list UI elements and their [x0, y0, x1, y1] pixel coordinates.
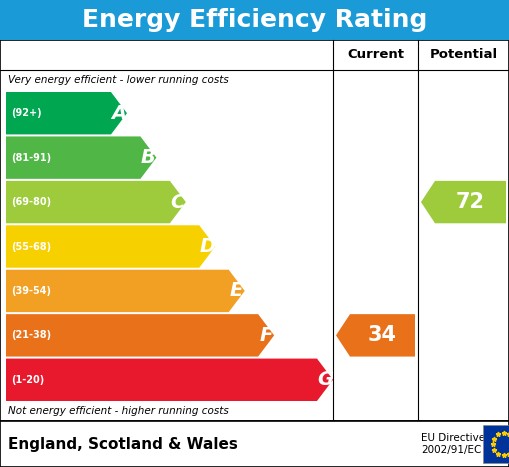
Text: 72: 72 [456, 192, 485, 212]
Polygon shape [6, 359, 333, 401]
Text: E: E [230, 282, 243, 300]
Bar [0, 40, 509, 421]
Text: (69-80): (69-80) [11, 197, 51, 207]
Text: F: F [260, 326, 273, 345]
Text: Very energy efficient - lower running costs: Very energy efficient - lower running co… [8, 75, 229, 85]
Text: C: C [171, 192, 185, 212]
Polygon shape [6, 270, 245, 312]
Text: B: B [141, 148, 156, 167]
Polygon shape [6, 181, 186, 223]
Polygon shape [336, 314, 415, 357]
Polygon shape [6, 225, 215, 268]
Text: (21-38): (21-38) [11, 330, 51, 340]
Text: England, Scotland & Wales: England, Scotland & Wales [8, 437, 238, 452]
Text: (81-91): (81-91) [11, 153, 51, 163]
Polygon shape [6, 314, 274, 357]
Polygon shape [6, 136, 156, 179]
Text: 34: 34 [368, 325, 397, 346]
Polygon shape [421, 181, 506, 223]
Text: Current: Current [347, 49, 404, 62]
Text: Not energy efficient - higher running costs: Not energy efficient - higher running co… [8, 406, 229, 416]
Text: (55-68): (55-68) [11, 241, 51, 252]
Text: D: D [199, 237, 215, 256]
Text: A: A [111, 104, 127, 123]
Text: G: G [317, 370, 333, 389]
Polygon shape [6, 92, 127, 134]
Bar [0, 421, 509, 467]
Text: (39-54): (39-54) [11, 286, 51, 296]
Text: (92+): (92+) [11, 108, 42, 118]
Bar [0, 0, 509, 40]
Text: Energy Efficiency Rating: Energy Efficiency Rating [82, 8, 427, 32]
Text: (1-20): (1-20) [11, 375, 44, 385]
Text: EU Directive
2002/91/EC: EU Directive 2002/91/EC [421, 433, 485, 455]
Text: Potential: Potential [430, 49, 498, 62]
Bar [483, 425, 509, 463]
